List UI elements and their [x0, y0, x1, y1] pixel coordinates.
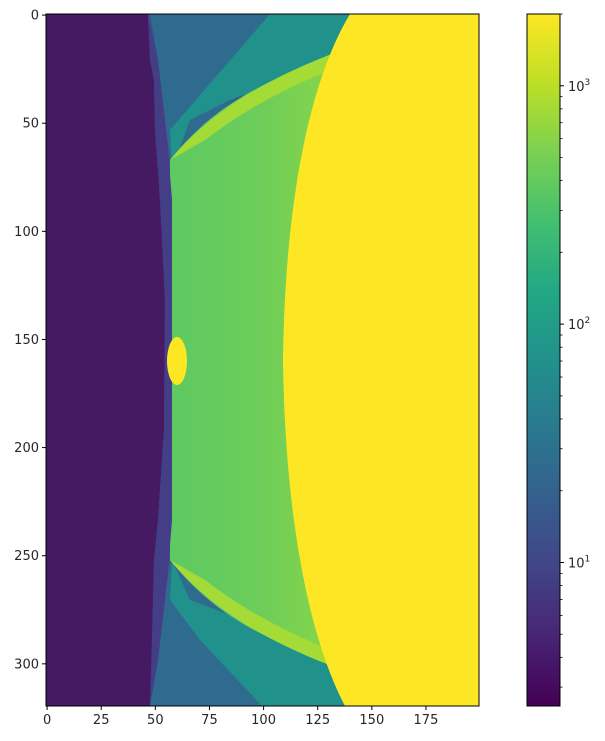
x-tick-label: 50 — [147, 713, 164, 728]
colorbar-tick-label: 103 — [568, 78, 590, 95]
left-transition-region — [148, 14, 172, 706]
y-tick-label: 250 — [14, 549, 39, 564]
y-tick-label: 100 — [14, 225, 39, 240]
y-axis: 0 50 100 150 200 250 300 — [14, 9, 46, 672]
x-axis: 0 25 50 75 100 125 150 175 — [43, 706, 438, 728]
x-tick-label: 25 — [93, 713, 110, 728]
y-tick-label: 150 — [14, 333, 39, 348]
colorbar-tick-base: 10 — [568, 80, 585, 95]
x-tick-label: 175 — [414, 713, 439, 728]
x-tick-label: 0 — [43, 713, 51, 728]
colorbar-tick-exponent: 3 — [585, 78, 591, 88]
y-tick-label: 300 — [14, 657, 39, 672]
colorbar-tick-label: 101 — [568, 554, 590, 571]
x-tick-label: 100 — [251, 713, 276, 728]
colorbar-tick-exponent: 1 — [585, 554, 591, 564]
colorbar-tick-base: 10 — [568, 318, 585, 333]
x-tick-label: 75 — [201, 713, 218, 728]
colorbar — [526, 13, 561, 707]
top-green-region — [170, 14, 352, 170]
left-dark-region — [46, 14, 165, 706]
bright-spot — [167, 337, 187, 385]
colorbar-tick-exponent: 2 — [585, 316, 591, 326]
plot-frame — [45, 13, 480, 707]
central-field-region — [170, 60, 330, 660]
y-tick-label: 0 — [31, 9, 39, 24]
colorbar-tick-label: 102 — [568, 316, 590, 333]
y-tick-label: 50 — [22, 117, 39, 132]
heatmap-image — [46, 14, 479, 706]
x-tick-label: 150 — [359, 713, 384, 728]
colorbar-tick-base: 10 — [568, 556, 585, 571]
y-tick-label: 200 — [14, 441, 39, 456]
right-saturated-region — [283, 14, 479, 706]
x-tick-label: 125 — [305, 713, 330, 728]
